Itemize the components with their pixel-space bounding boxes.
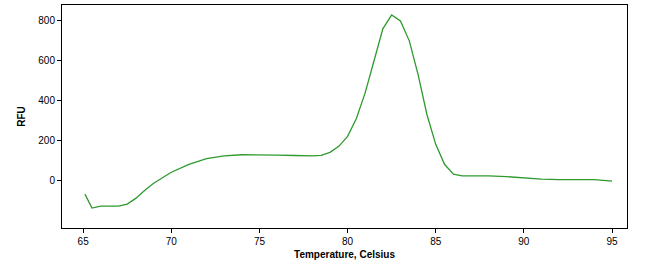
svg-text:80: 80	[342, 236, 354, 247]
svg-text:75: 75	[254, 236, 266, 247]
svg-text:90: 90	[518, 236, 530, 247]
svg-text:400: 400	[38, 95, 55, 106]
svg-text:800: 800	[38, 15, 55, 26]
svg-text:85: 85	[430, 236, 442, 247]
svg-text:65: 65	[78, 236, 90, 247]
svg-text:Temperature, Celsius: Temperature, Celsius	[294, 249, 395, 260]
svg-text:70: 70	[166, 236, 178, 247]
svg-text:RFU: RFU	[16, 106, 27, 127]
svg-text:0: 0	[49, 175, 55, 186]
svg-text:95: 95	[606, 236, 618, 247]
svg-text:200: 200	[38, 135, 55, 146]
svg-text:600: 600	[38, 55, 55, 66]
